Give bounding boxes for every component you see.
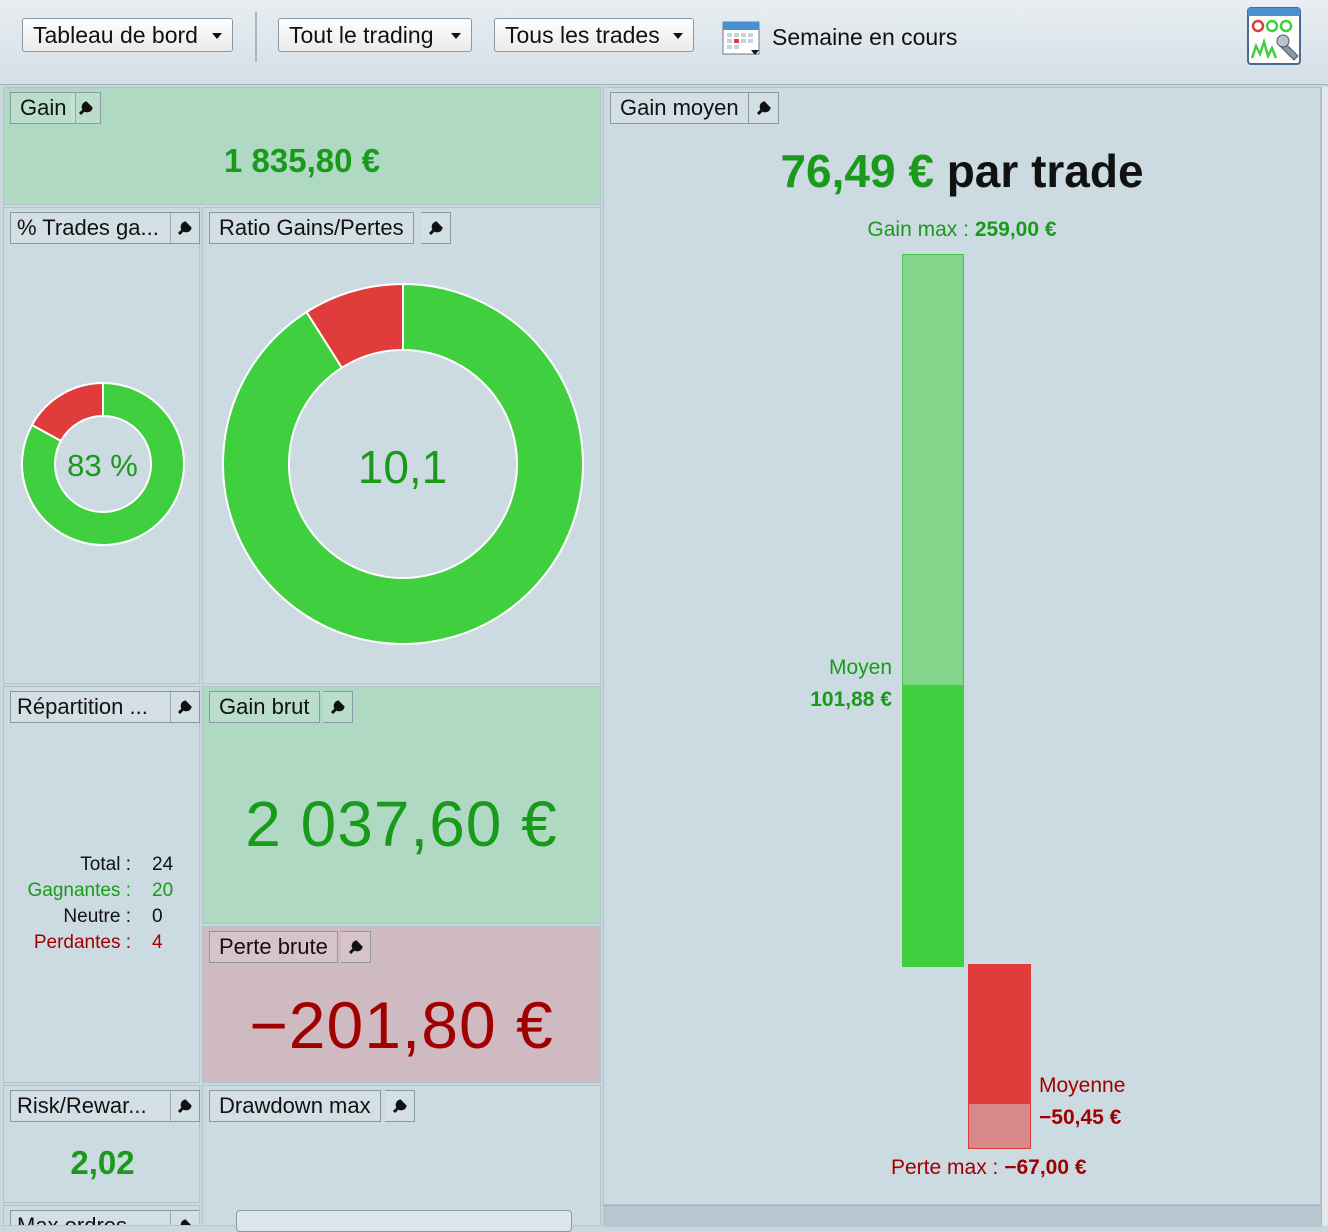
avg-gain-suffix: par trade: [946, 145, 1144, 197]
avg-gain-bar: [902, 685, 964, 967]
period-label: Semaine en cours: [772, 24, 958, 50]
donut-win-segment: [222, 283, 584, 645]
ratio-title: Ratio Gains/Pertes: [209, 212, 414, 244]
max-loss-row: Perte max : −67,00 €: [891, 1156, 1087, 1180]
dashboard-dropdown[interactable]: Tableau de bord: [22, 18, 233, 52]
repartition-label: Neutre :: [63, 906, 131, 927]
win-rate-donut: [21, 382, 185, 546]
drawdown-bar: [236, 1210, 572, 1232]
repartition-value: 0: [152, 906, 163, 927]
avg-loss-bar: [968, 964, 1031, 1103]
gain-panel: Gain 1 835,80 €: [3, 87, 601, 205]
trading-dropdown[interactable]: Tout le trading: [278, 18, 472, 52]
ratio-donut: [222, 283, 584, 645]
toolbar: Tableau de bord Tout le trading Tous les…: [0, 0, 1328, 85]
avg-gain-value: 76,49 €: [780, 145, 934, 197]
repartition-label: Gagnantes :: [27, 880, 131, 901]
avg-win-label: Moyen: [828, 656, 892, 679]
trading-dropdown-label: Tout le trading: [289, 22, 434, 48]
gross-loss-panel: Perte brute −201,80 €: [202, 926, 601, 1083]
gain-value: 1 835,80 €: [224, 142, 380, 179]
avg-gain-headline: 76,49 € par trade: [604, 144, 1320, 198]
max-orders-title: Max ordres ...: [10, 1210, 171, 1225]
wrench-icon[interactable]: [170, 1210, 199, 1225]
ratio-panel: Ratio Gains/Pertes 10,1: [202, 207, 601, 684]
max-loss-bar: [968, 1103, 1031, 1149]
max-gain-value: 259,00 €: [974, 218, 1057, 241]
wrench-icon[interactable]: [341, 931, 371, 963]
max-orders-panel: Max ordres ...: [3, 1205, 200, 1226]
repartition-value: 20: [152, 880, 174, 901]
max-gain-bar: [902, 254, 964, 686]
max-loss-label: Perte max :: [891, 1156, 999, 1179]
gross-gain-panel: Gain brut 2 037,60 €: [202, 686, 601, 924]
wrench-icon[interactable]: [385, 1090, 415, 1122]
chevron-down-icon: [673, 33, 683, 39]
win-rate-value: 83 %: [67, 448, 138, 483]
win-rate-panel: % Trades ga... 83 %: [3, 207, 200, 684]
wrench-icon[interactable]: [170, 691, 200, 723]
donut-win-segment: [21, 382, 185, 546]
wrench-icon[interactable]: [421, 212, 451, 244]
bottom-scroll-area[interactable]: [603, 1205, 1321, 1227]
drawdown-panel: Drawdown max: [202, 1085, 601, 1232]
repartition-value: 24: [152, 854, 174, 875]
max-gain-label: Gain max :: [867, 218, 969, 241]
repartition-title: Répartition ...: [10, 691, 171, 723]
wrench-icon[interactable]: [749, 92, 779, 124]
repartition-panel: Répartition ... Total : 24 Gagnantes : 2…: [3, 686, 200, 1083]
donut-loss-segment: [30, 382, 104, 443]
ratio-value: 10,1: [357, 441, 448, 493]
donut-loss-segment: [305, 283, 404, 370]
trades-dropdown-label: Tous les trades: [505, 22, 660, 48]
drawdown-title: Drawdown max: [209, 1090, 381, 1122]
gross-gain-value: 2 037,60 €: [245, 788, 558, 860]
repartition-label: Total :: [80, 854, 131, 875]
avg-loss-label: Moyenne: [1039, 1074, 1126, 1097]
win-rate-title: % Trades ga...: [10, 212, 171, 244]
risk-reward-panel: Risk/Rewar... 2,02: [3, 1085, 200, 1203]
dashboard-settings-icon[interactable]: [1246, 6, 1306, 68]
avg-win-value: 101,88 €: [810, 688, 892, 711]
avg-loss-value: −50,45 €: [1039, 1106, 1122, 1129]
wrench-icon[interactable]: [170, 212, 200, 244]
chevron-down-icon: [212, 33, 222, 39]
gross-gain-title: Gain brut: [209, 691, 320, 723]
chevron-down-icon: [451, 33, 461, 39]
risk-reward-value: 2,02: [70, 1144, 135, 1181]
wrench-icon[interactable]: [170, 1090, 200, 1122]
right-edge-strip: [1321, 87, 1328, 1226]
gross-loss-title: Perte brute: [209, 931, 338, 963]
toolbar-separator: [255, 12, 257, 62]
avg-gain-panel: Gain moyen 76,49 € par trade Gain max : …: [603, 87, 1321, 1205]
risk-reward-title: Risk/Rewar...: [10, 1090, 171, 1122]
gross-loss-value: −201,80 €: [249, 988, 554, 1062]
avg-gain-title: Gain moyen: [610, 92, 749, 124]
wrench-icon[interactable]: [323, 691, 353, 723]
max-gain-label-row: Gain max : 259,00 €: [604, 218, 1320, 242]
dashboard-dropdown-label: Tableau de bord: [33, 22, 198, 48]
trades-dropdown[interactable]: Tous les trades: [494, 18, 694, 52]
max-loss-value: −67,00 €: [1004, 1156, 1087, 1179]
calendar-icon[interactable]: [721, 18, 763, 58]
repartition-label: Perdantes :: [33, 932, 131, 953]
wrench-icon[interactable]: [71, 92, 101, 124]
gain-title: Gain: [10, 92, 77, 124]
repartition-value: 4: [152, 932, 163, 953]
